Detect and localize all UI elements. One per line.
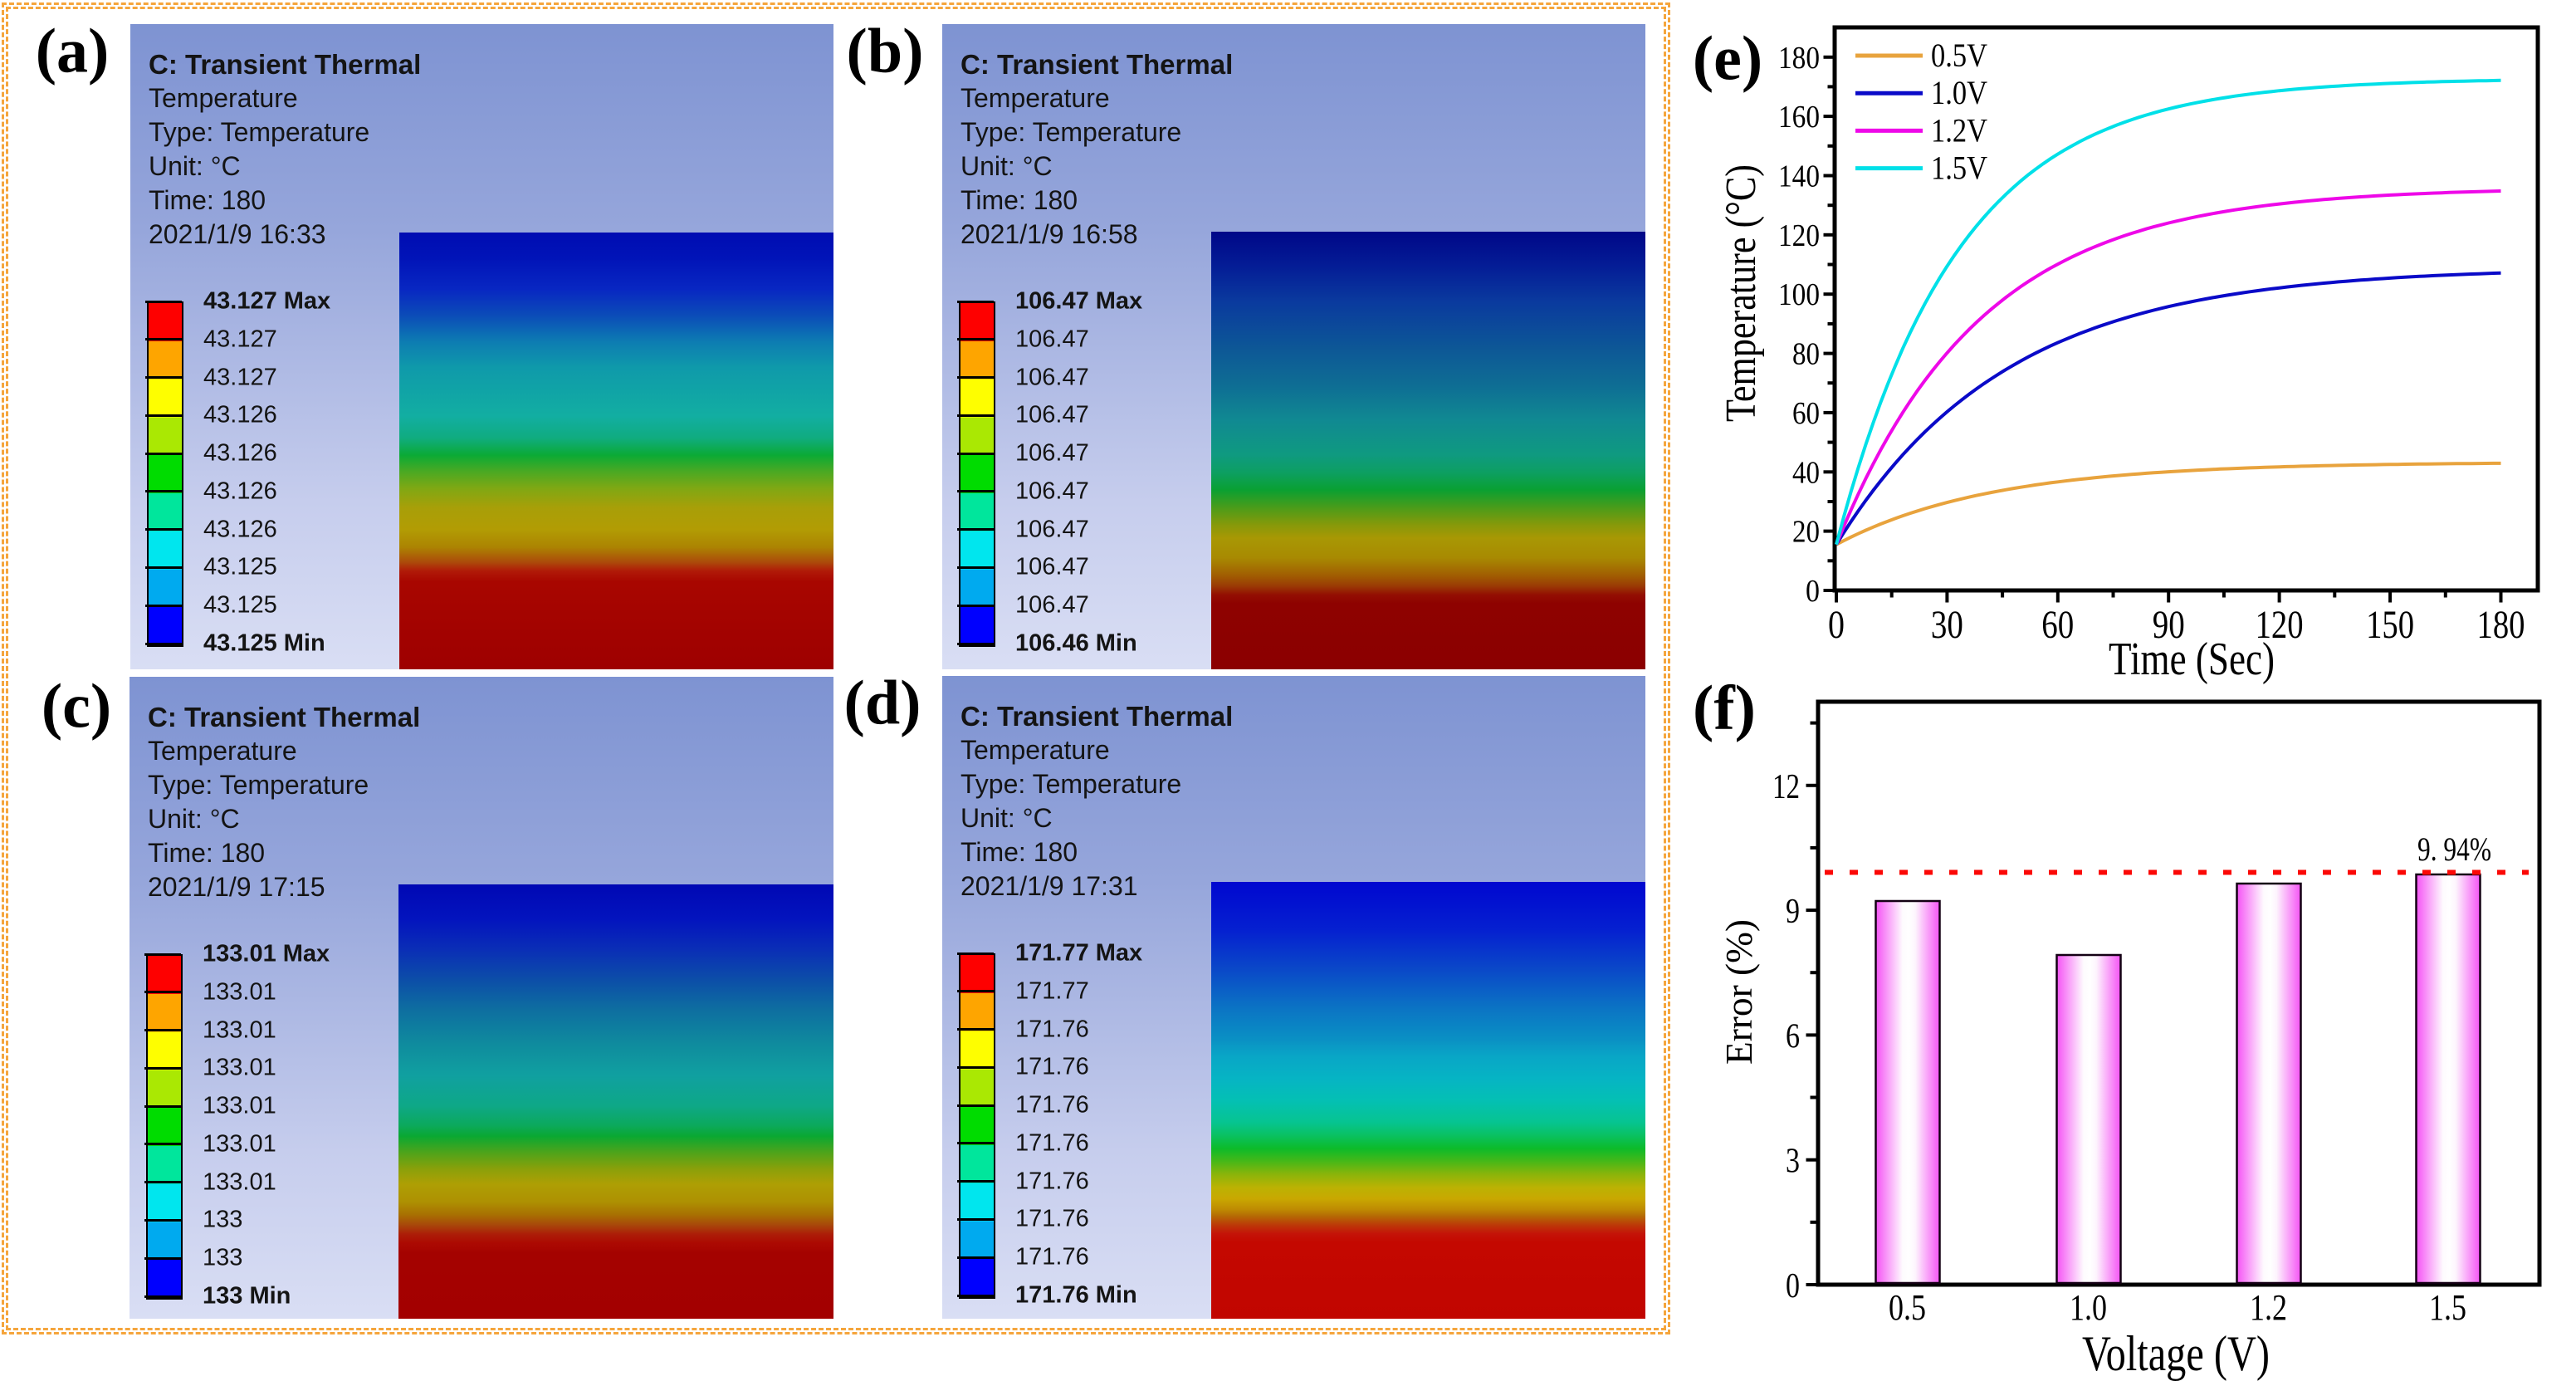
svg-text:0: 0 xyxy=(1806,574,1820,609)
svg-text:9. 94%: 9. 94% xyxy=(2417,830,2491,868)
svg-text:80: 80 xyxy=(1792,337,1820,372)
svg-text:1.0V: 1.0V xyxy=(1931,74,1987,111)
svg-text:120: 120 xyxy=(1778,218,1820,253)
svg-text:12: 12 xyxy=(1772,768,1800,806)
svg-text:140: 140 xyxy=(1778,159,1820,194)
svg-text:150: 150 xyxy=(2366,603,2414,647)
svg-text:0: 0 xyxy=(1828,603,1845,647)
svg-text:180: 180 xyxy=(2477,603,2525,647)
svg-text:180: 180 xyxy=(1778,41,1820,76)
svg-text:Error (%): Error (%) xyxy=(1718,919,1760,1065)
svg-text:30: 30 xyxy=(1931,603,1963,647)
svg-text:0.5: 0.5 xyxy=(1889,1287,1926,1328)
svg-text:Voltage (V): Voltage (V) xyxy=(2082,1326,2270,1381)
svg-text:120: 120 xyxy=(2256,603,2304,647)
svg-text:6: 6 xyxy=(1786,1017,1800,1055)
svg-text:40: 40 xyxy=(1792,455,1820,490)
svg-text:0: 0 xyxy=(1786,1267,1800,1305)
svg-text:60: 60 xyxy=(1792,396,1820,431)
svg-text:100: 100 xyxy=(1778,277,1820,312)
svg-text:160: 160 xyxy=(1778,100,1820,135)
svg-text:Temperature (°C): Temperature (°C) xyxy=(1718,164,1765,422)
svg-text:1.5: 1.5 xyxy=(2429,1287,2466,1328)
svg-text:3: 3 xyxy=(1786,1143,1800,1181)
svg-text:90: 90 xyxy=(2153,603,2185,647)
svg-text:1.5V: 1.5V xyxy=(1931,149,1987,187)
svg-text:20: 20 xyxy=(1792,515,1820,550)
svg-text:9: 9 xyxy=(1786,893,1800,931)
svg-text:1.2V: 1.2V xyxy=(1931,111,1987,149)
svg-text:0.5V: 0.5V xyxy=(1931,37,1987,74)
svg-text:1.0: 1.0 xyxy=(2070,1287,2107,1328)
svg-text:1.2: 1.2 xyxy=(2250,1287,2287,1328)
svg-text:Time (Sec): Time (Sec) xyxy=(2109,634,2275,685)
svg-text:60: 60 xyxy=(2041,603,2074,647)
